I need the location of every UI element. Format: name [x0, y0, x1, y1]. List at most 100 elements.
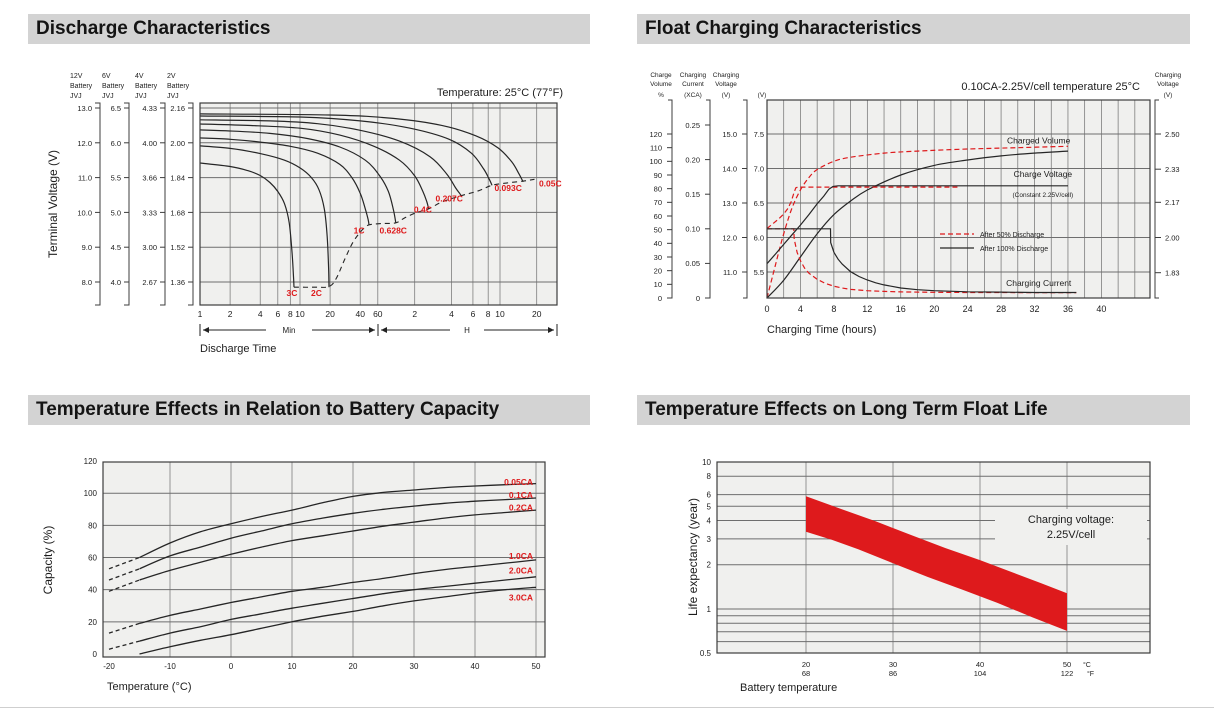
svg-text:14.0: 14.0 [722, 164, 737, 173]
section-title-discharge: Discharge Characteristics [28, 14, 590, 44]
svg-text:10: 10 [702, 458, 711, 467]
long-term-float-life-chart: Charging voltage:2.25V/cell1086543210.52… [686, 458, 1151, 694]
capacity-curve-2.0CA-dashed [108, 640, 140, 650]
svg-text:Battery: Battery [102, 83, 125, 90]
svg-text:1: 1 [198, 309, 203, 319]
svg-text:30: 30 [410, 662, 419, 671]
svg-text:28: 28 [996, 304, 1006, 314]
svg-text:6: 6 [707, 491, 712, 500]
svg-text:5.5: 5.5 [754, 268, 764, 277]
rate-labels: 3C 2C 1C 0.628C 0.4C0.207C 0.093C 0.05C [286, 178, 561, 298]
float-charging-characteristics-chart: Charged Volume Charge Voltage (Constant 2.… [649, 72, 1181, 336]
capacity-curve-0.2CA-dashed [108, 579, 140, 592]
svg-text:Charge Voltage: Charge Voltage [1014, 169, 1073, 179]
svg-text:Volume: Volume [650, 81, 672, 88]
cutoff-voltage-dashed-line [293, 178, 535, 288]
svg-text:0.5: 0.5 [700, 649, 712, 658]
svg-text:Battery: Battery [167, 83, 190, 90]
svg-text:100: 100 [84, 489, 98, 498]
capacity-curve-3.0CA [139, 586, 537, 655]
svg-text:90: 90 [654, 171, 662, 180]
svg-text:0.2CA: 0.2CA [509, 503, 533, 513]
svg-text:40: 40 [654, 239, 662, 248]
section-title-float-charging: Float Charging Characteristics [637, 14, 1190, 44]
svg-text:0.05C: 0.05C [539, 178, 562, 188]
svg-text:°C: °C [1083, 661, 1091, 669]
y-axis: 0 20 40 60 80 100 120 [84, 457, 98, 659]
svg-text:6: 6 [275, 309, 280, 319]
svg-text:0.207C: 0.207C [435, 193, 462, 203]
capacity-curve-0.05CA-dashed [108, 556, 140, 570]
capacity-curve-1.0CA [139, 559, 537, 625]
svg-text:%: % [658, 92, 664, 99]
svg-text:H: H [464, 326, 470, 335]
discharge-curve-0.628C [199, 129, 397, 223]
annotation-box [995, 509, 1147, 545]
svg-text:JVJ: JVJ [102, 93, 114, 100]
section-title-temp-capacity: Temperature Effects in Relation to Batte… [28, 395, 590, 425]
svg-text:Temperature: 25°C (77°F): Temperature: 25°C (77°F) [437, 87, 563, 99]
svg-text:7.0: 7.0 [754, 164, 764, 173]
discharge-curve-0.207C [199, 119, 462, 196]
svg-text:12V: 12V [70, 73, 83, 80]
svg-text:-20: -20 [103, 662, 115, 671]
svg-text:Charging voltage:: Charging voltage: [1028, 514, 1114, 526]
svg-text:32: 32 [1030, 304, 1040, 314]
svg-text:1.68: 1.68 [170, 208, 185, 217]
svg-text:1.52: 1.52 [170, 243, 185, 252]
rate-labels: 0.05CA 0.1CA 0.2CA 1.0CA 2.0CA 3.0CA [504, 477, 533, 603]
plot-border [716, 461, 1151, 654]
life-expectancy-band [806, 496, 1067, 631]
svg-text:4: 4 [798, 304, 803, 314]
svg-text:20: 20 [532, 309, 542, 319]
svg-text:20: 20 [929, 304, 939, 314]
svg-text:Current: Current [682, 81, 704, 88]
capacity-curve-0.1CA-dashed [108, 568, 140, 581]
svg-text:3C: 3C [286, 288, 297, 298]
svg-text:60: 60 [373, 309, 383, 319]
svg-text:2.16: 2.16 [170, 104, 185, 113]
y-axis: 10 8 6 5 4 3 2 1 0.5 [700, 458, 712, 658]
svg-text:0.093C: 0.093C [494, 183, 521, 193]
svg-text:80: 80 [654, 184, 662, 193]
discharge-curve-1C [199, 137, 370, 225]
legend: After 50% Discharge After 100% Discharge [940, 232, 1048, 253]
svg-text:Charging Time (hours): Charging Time (hours) [767, 324, 876, 336]
svg-text:40: 40 [1096, 304, 1106, 314]
section-title-float-life-label: Temperature Effects on Long Term Float L… [645, 399, 1048, 420]
svg-text:30: 30 [654, 253, 662, 262]
svg-text:3: 3 [707, 535, 712, 544]
svg-text:Charging: Charging [713, 72, 740, 79]
svg-text:0: 0 [658, 294, 662, 303]
svg-text:2.17: 2.17 [1165, 198, 1180, 207]
svg-text:2.00: 2.00 [170, 139, 185, 148]
svg-text:-10: -10 [164, 662, 176, 671]
svg-text:11.0: 11.0 [723, 268, 737, 277]
svg-text:1.83: 1.83 [1165, 268, 1180, 277]
svg-text:6: 6 [471, 309, 476, 319]
svg-text:Min: Min [283, 326, 296, 335]
svg-text:60: 60 [654, 212, 662, 221]
svg-text:5.0: 5.0 [111, 208, 121, 217]
svg-text:JVJ: JVJ [70, 93, 82, 100]
svg-text:0.05CA: 0.05CA [504, 477, 533, 487]
svg-text:2: 2 [228, 309, 233, 319]
plot-border [102, 461, 546, 658]
svg-text:10: 10 [288, 662, 297, 671]
svg-text:Capacity (%): Capacity (%) [41, 526, 55, 595]
svg-text:40: 40 [88, 586, 97, 595]
svg-text:Life expectancy (year): Life expectancy (year) [686, 498, 700, 616]
svg-text:After 50% Discharge: After 50% Discharge [980, 232, 1044, 239]
svg-text:0.25: 0.25 [685, 121, 700, 130]
plot-background [103, 462, 545, 657]
svg-text:Charging: Charging [680, 72, 707, 79]
svg-text:0.05: 0.05 [685, 259, 700, 268]
svg-text:80: 80 [88, 521, 97, 530]
svg-text:15.0: 15.0 [722, 130, 737, 139]
discharge-curve-0.093C [199, 115, 493, 186]
svg-text:2V: 2V [167, 73, 176, 80]
svg-text:1.0CA: 1.0CA [509, 551, 533, 561]
charging-current-100-curve [767, 228, 1077, 294]
charging-current-50-curve [767, 228, 1077, 294]
